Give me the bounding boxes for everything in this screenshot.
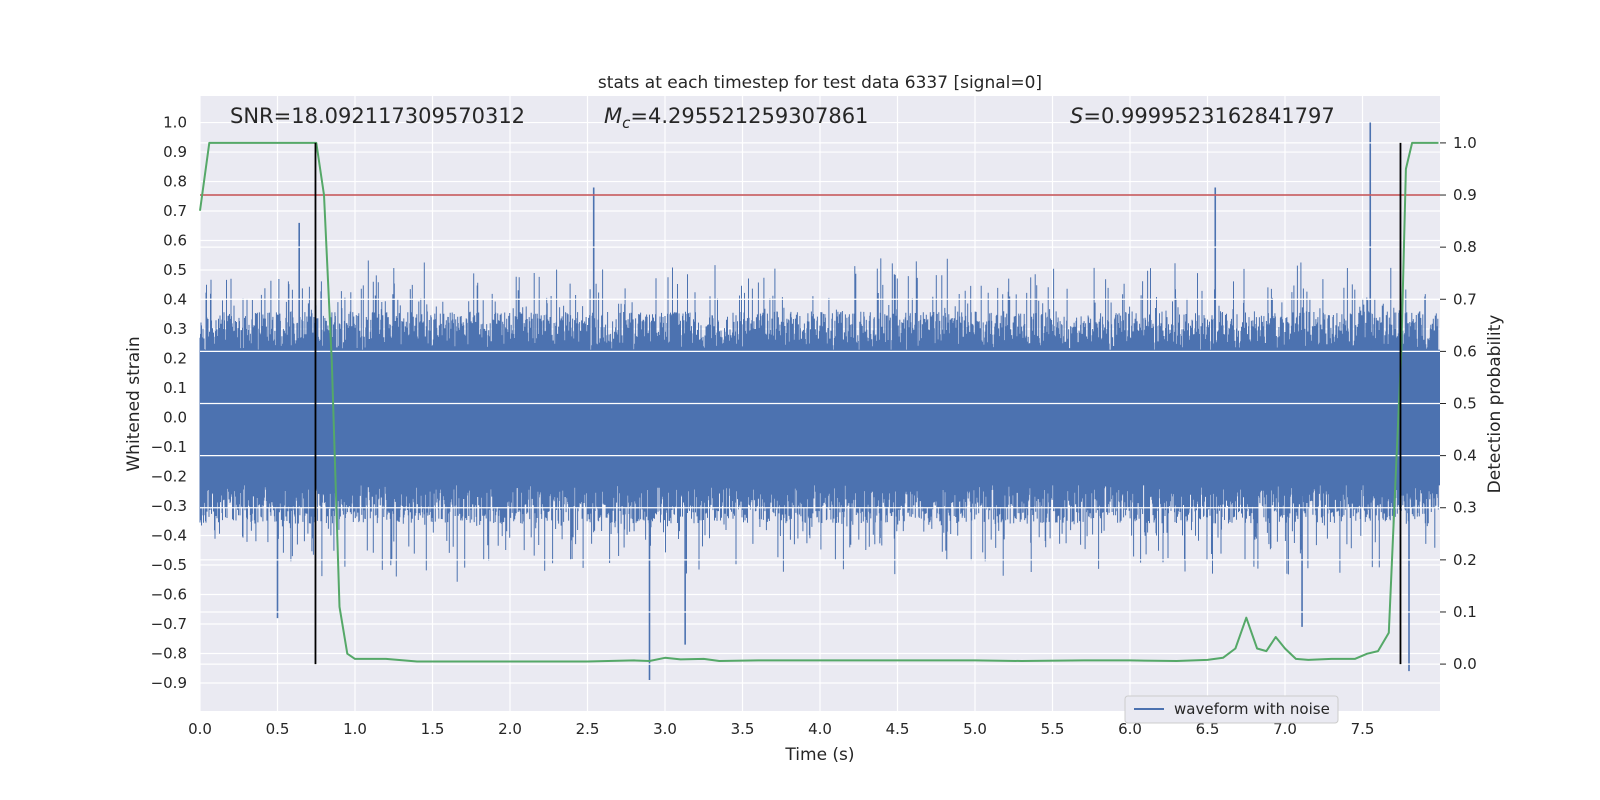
x-tick-label: 5.5 xyxy=(1041,720,1065,738)
y-left-tick-label: 0.2 xyxy=(163,350,187,368)
right-axis-grid-lines xyxy=(200,142,1440,665)
snr-annotation: SNR=18.092117309570312 xyxy=(230,104,525,128)
overlay-lines xyxy=(199,141,1440,665)
y-left-tick-label: −0.6 xyxy=(151,585,187,603)
legend-box xyxy=(1124,695,1339,724)
y-right-tick-label: 0.3 xyxy=(1453,499,1477,517)
y-left-tick-label: 0.6 xyxy=(163,232,187,250)
y-right-tick-label: 0.2 xyxy=(1453,551,1477,569)
y-left-tick-label: −0.7 xyxy=(151,615,187,633)
y-left-tick-label: −0.9 xyxy=(151,674,187,692)
x-tick-label: 1.0 xyxy=(343,720,367,738)
y-left-tick-label: 1.0 xyxy=(163,114,187,132)
y-axis-label-right: Detection probability xyxy=(1485,315,1505,494)
y-axis-label-left: Whitened strain xyxy=(124,336,144,471)
x-tick-label: 7.0 xyxy=(1273,720,1297,738)
x-tick-label: 2.0 xyxy=(498,720,522,738)
chirp-mass-value: =4.295521259307861 xyxy=(630,104,868,128)
tick-labels: 0.0 0.5 1.0 1.5 2.0 2.5 3.0 3.5 4.0 4.5 5.0 5.5 6.0 6… xyxy=(151,114,1477,738)
x-tick-label: 2.5 xyxy=(576,720,600,738)
y-left-tick-label: 0.7 xyxy=(163,202,187,220)
y-right-tick-label: 0.9 xyxy=(1453,186,1477,204)
y-right-tick-label: 0.4 xyxy=(1453,447,1477,465)
chirp-mass-symbol: M xyxy=(604,104,622,128)
x-tick-label: 5.0 xyxy=(963,720,987,738)
y-right-tick-label: 0.8 xyxy=(1453,238,1477,256)
y-right-tick-label: 0.7 xyxy=(1453,290,1477,308)
s-annotation: S=0.9999523162841797 xyxy=(1070,104,1335,128)
y-left-tick-label: −0.5 xyxy=(151,556,187,574)
legend-entry-waveform: waveform with noise xyxy=(1174,700,1330,718)
y-right-tick-label: 0.1 xyxy=(1453,603,1477,621)
y-right-tick-label: 1.0 xyxy=(1453,134,1477,152)
waveform-core xyxy=(200,349,1440,486)
y-left-tick-label: 0.4 xyxy=(163,291,187,309)
y-right-tick-label: 0.0 xyxy=(1453,655,1477,673)
y-left-tick-label: −0.8 xyxy=(151,644,187,662)
x-tick-label: 6.5 xyxy=(1196,720,1220,738)
x-tick-label: 0.0 xyxy=(188,720,212,738)
y-left-tick-label: −0.2 xyxy=(151,468,187,486)
x-tick-label: 4.0 xyxy=(808,720,832,738)
y-left-tick-label: 0.0 xyxy=(163,409,187,427)
y-right-tick-label: 0.6 xyxy=(1453,342,1477,360)
chart-title: stats at each timestep for test data 633… xyxy=(598,73,1042,93)
x-tick-label: 3.0 xyxy=(653,720,677,738)
y-left-tick-label: 0.1 xyxy=(163,379,187,397)
waveform-series xyxy=(199,122,1440,681)
y-left-tick-label: 0.5 xyxy=(163,261,187,279)
x-tick-label: 3.5 xyxy=(731,720,755,738)
y-left-tick-label: −0.3 xyxy=(151,497,187,515)
x-axis-label: Time (s) xyxy=(784,745,854,765)
y-left-tick-label: −0.1 xyxy=(151,438,187,456)
y-left-tick-label: 0.3 xyxy=(163,320,187,338)
chirp-mass-annotation: Mc=4.295521259307861 xyxy=(604,104,868,132)
x-tick-label: 4.5 xyxy=(886,720,910,738)
x-tick-label: 7.5 xyxy=(1351,720,1375,738)
legend: waveform with noise xyxy=(1124,695,1339,724)
s-symbol: S xyxy=(1070,104,1083,128)
x-tick-label: 0.5 xyxy=(266,720,290,738)
x-tick-label: 1.5 xyxy=(421,720,445,738)
y-left-tick-label: 0.8 xyxy=(163,173,187,191)
chirp-mass-subscript: c xyxy=(622,114,631,132)
y-left-tick-label: −0.4 xyxy=(151,526,187,544)
y-left-tick-label: 0.9 xyxy=(163,143,187,161)
x-tick-label: 6.0 xyxy=(1118,720,1142,738)
y-right-tick-label: 0.5 xyxy=(1453,395,1477,413)
detection-probability-line xyxy=(199,141,1439,663)
s-value: =0.9999523162841797 xyxy=(1083,104,1334,128)
